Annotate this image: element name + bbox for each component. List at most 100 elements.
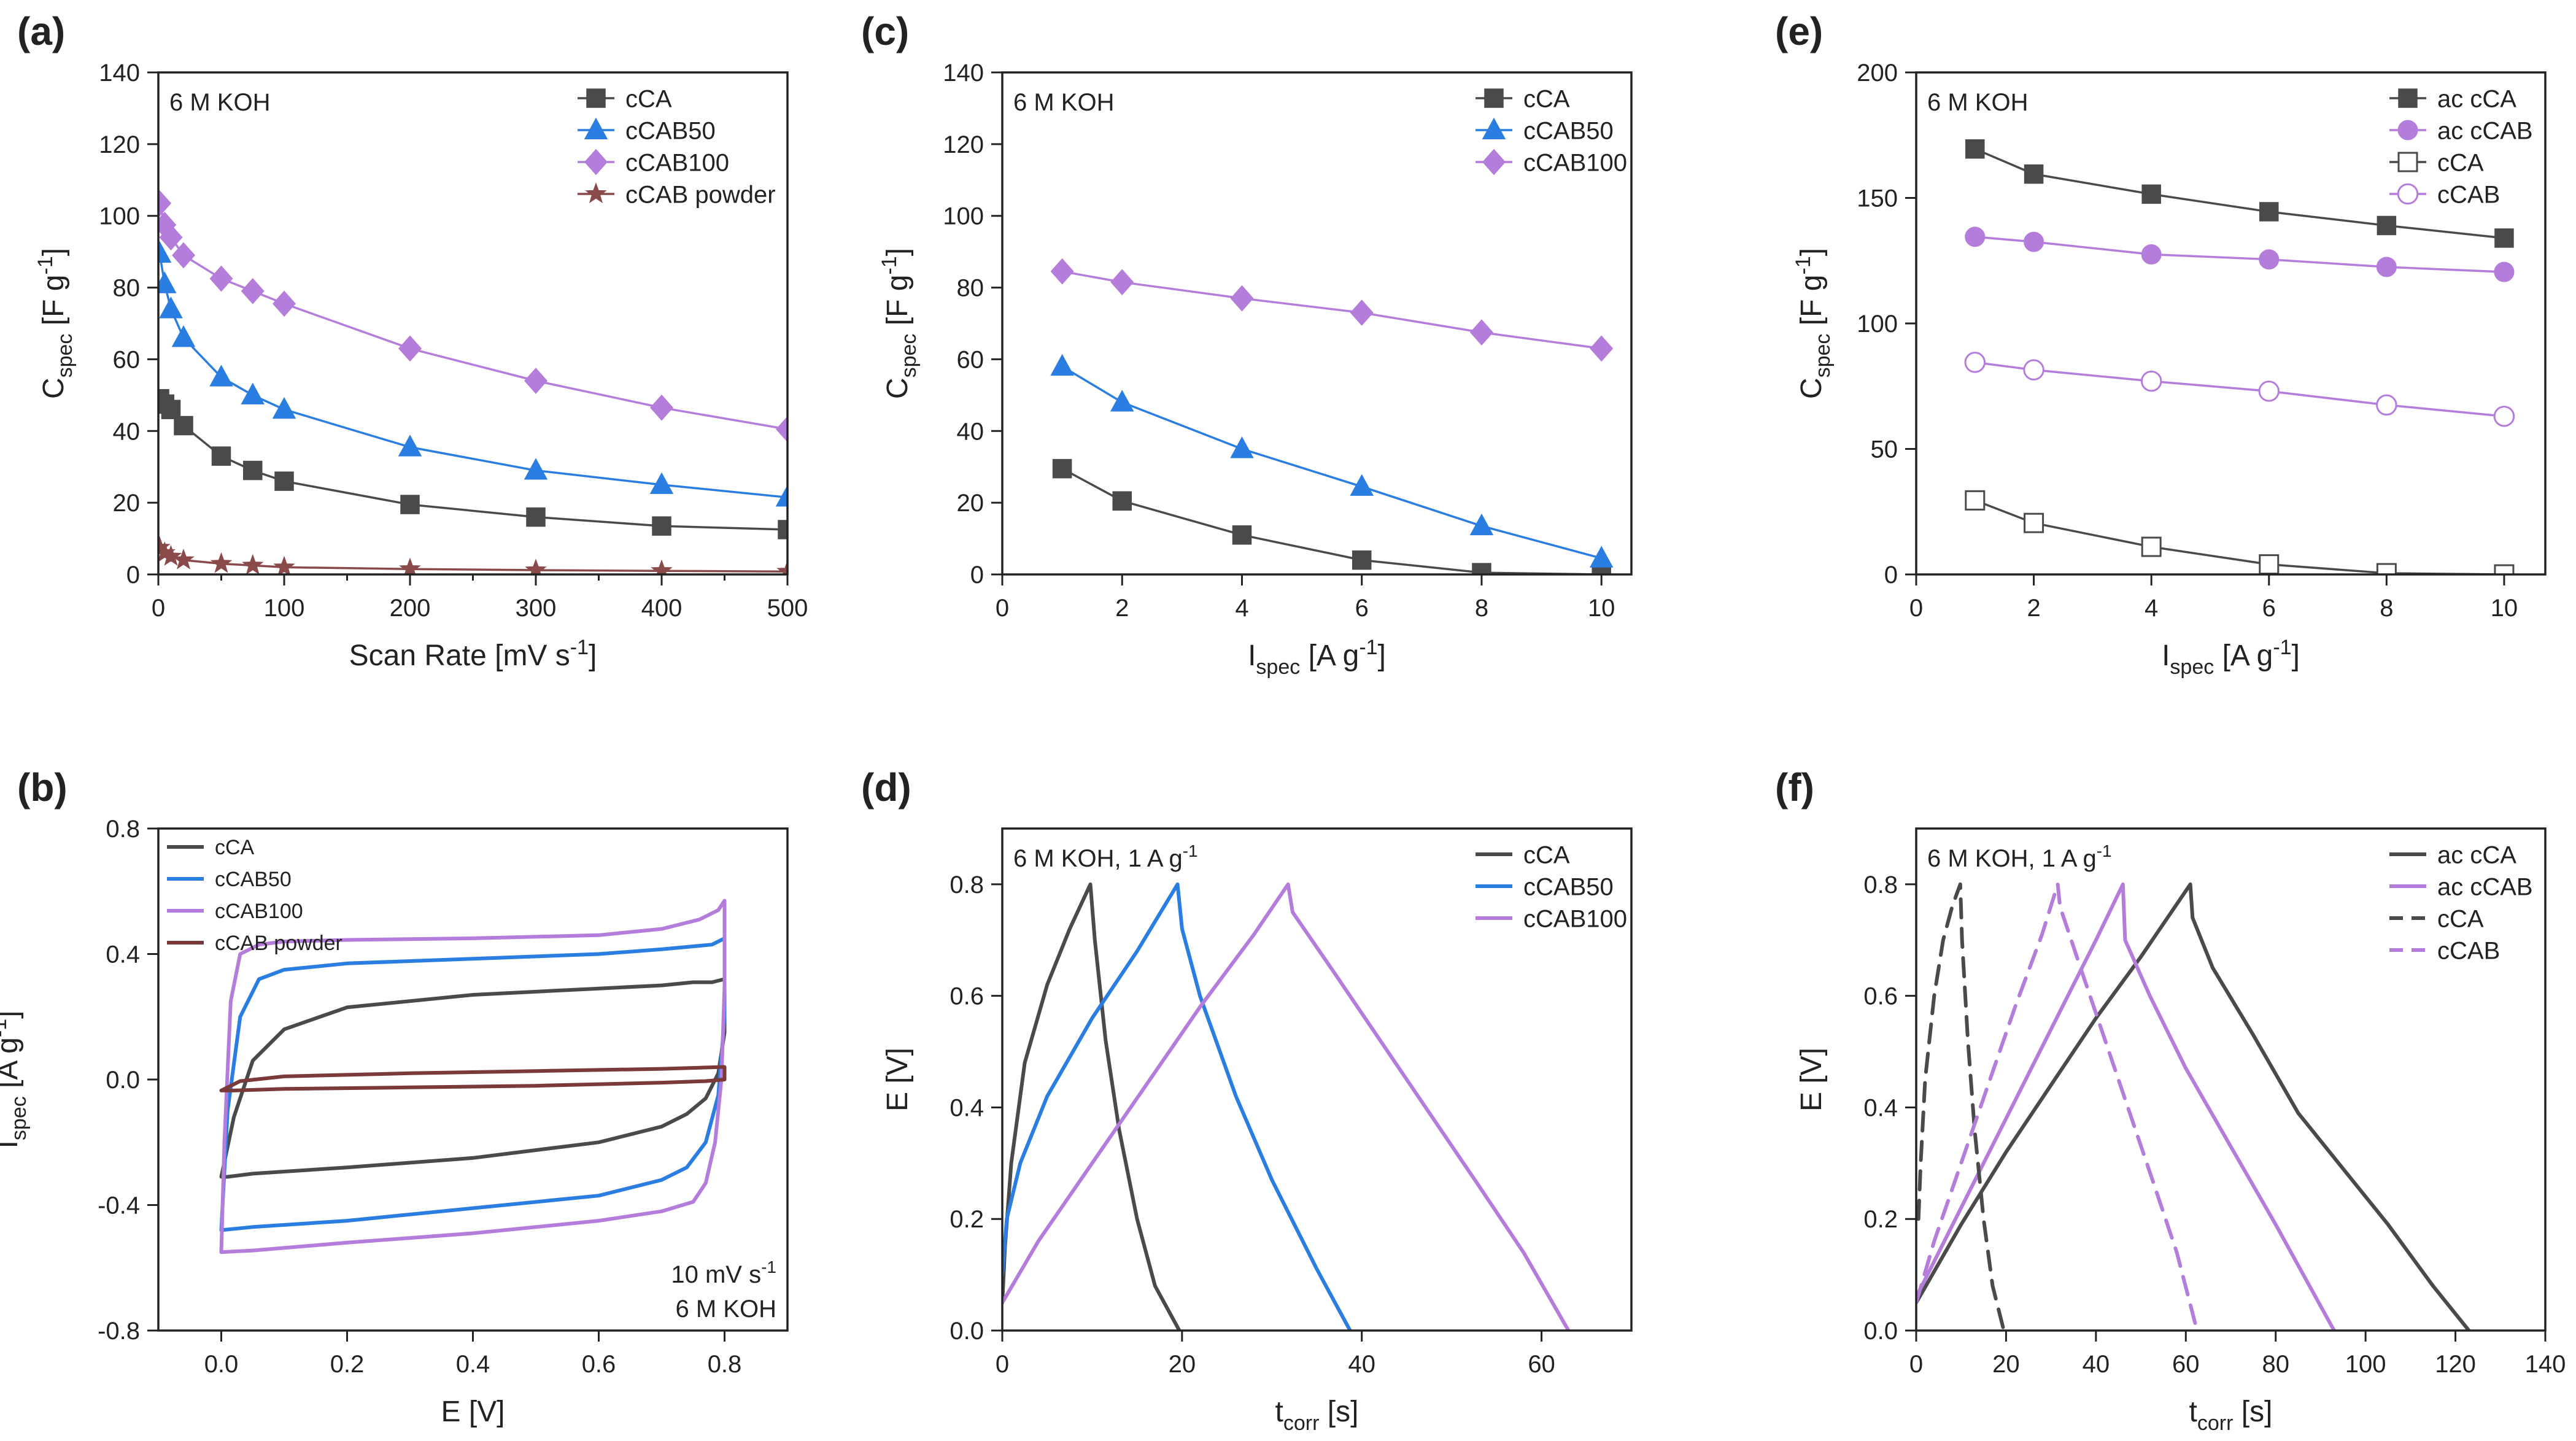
x-tick-label: 0 xyxy=(1909,595,1923,622)
y-label-main: C xyxy=(37,377,70,399)
x-axis-label: Ispec [A g-1] xyxy=(1248,636,1386,679)
y-tick-label: 0 xyxy=(970,562,984,589)
y-label-main: E [V] xyxy=(881,1048,914,1111)
y-tick-label: 120 xyxy=(99,131,140,158)
x-label-tail: [A g xyxy=(2214,639,2273,672)
legend-marker xyxy=(1482,117,1506,139)
legend-label: cCAB50 xyxy=(1523,117,1614,144)
data-point xyxy=(2376,257,2397,277)
data-point xyxy=(400,495,420,514)
data-point xyxy=(652,516,671,536)
y-label-sup: -1 xyxy=(1792,256,1815,274)
x-axis-label: E [V] xyxy=(441,1396,505,1428)
panel-label: (a) xyxy=(17,9,65,53)
axes-frame xyxy=(1915,71,2547,576)
x-tick-label: 300 xyxy=(516,595,557,622)
data-point xyxy=(2377,215,2397,236)
legend-label: cCAB100 xyxy=(625,149,729,176)
x-tick-label: 0.4 xyxy=(456,1351,490,1378)
x-tick-label: 0.8 xyxy=(708,1351,742,1378)
series-line-ac-ccab xyxy=(1916,882,2336,1331)
panel-label: (b) xyxy=(17,765,68,809)
y-tick-label: -0.4 xyxy=(98,1192,140,1219)
data-point xyxy=(1965,490,1986,511)
y-tick-label: 20 xyxy=(113,490,141,517)
data-point xyxy=(160,545,182,566)
data-point xyxy=(171,242,196,269)
data-point xyxy=(398,335,422,362)
x-tick-label: 0 xyxy=(996,1351,1009,1378)
legend-marker xyxy=(2397,183,2419,205)
y-label-close: ] xyxy=(0,1011,24,1019)
y-label-tail: [F g xyxy=(1795,275,1828,334)
data-point xyxy=(1469,513,1494,536)
x-label-close: ] xyxy=(1378,639,1386,672)
series-line-ccab50 xyxy=(1002,882,1352,1331)
annotation-electrolyte: 6 M KOH xyxy=(676,1296,776,1323)
plot-area xyxy=(1050,258,1614,574)
data-point xyxy=(398,435,422,457)
data-point xyxy=(209,265,233,292)
y-label-close: ] xyxy=(881,248,914,256)
data-point xyxy=(274,471,294,491)
legend-label: cCAB100 xyxy=(1523,905,1627,932)
data-point xyxy=(526,507,546,527)
x-axis-label: tcorr [s] xyxy=(2189,1396,2273,1435)
data-point xyxy=(1050,353,1074,376)
annotation-electrolyte: 6 M KOH xyxy=(1013,89,1114,116)
x-tick-label: 2 xyxy=(2027,595,2040,622)
x-label-sub: spec xyxy=(2170,655,2214,679)
data-point xyxy=(1964,352,1986,373)
data-point xyxy=(209,365,233,387)
panel-f: (f) 0 20 40 60 80 100 120 140 0.0 0.2 0.4 0.6 0.8 6 M … xyxy=(1775,765,2566,1435)
x-tick-label: 100 xyxy=(264,595,305,622)
data-point xyxy=(399,557,421,574)
legend: cCA cCAB50 cCAB100 xyxy=(1476,841,1627,932)
legend-label: cCA xyxy=(2437,149,2484,176)
y-label-sup: -1 xyxy=(0,1019,11,1037)
data-point xyxy=(1472,563,1491,574)
data-point xyxy=(2024,164,2044,184)
data-point xyxy=(651,559,673,574)
y-label-sub: spec xyxy=(1811,334,1835,378)
y-tick-label: 0.8 xyxy=(1863,871,1898,898)
legend-marker xyxy=(585,182,607,204)
annotation-electrolyte: 6 M KOH xyxy=(169,89,270,116)
x-tick-label: 200 xyxy=(390,595,431,622)
series-line-ac-cca xyxy=(1974,147,2505,239)
y-tick-label: 0.4 xyxy=(1863,1094,1898,1121)
y-tick-label: 0.4 xyxy=(106,941,140,968)
data-point xyxy=(1110,269,1134,296)
data-point xyxy=(158,190,172,217)
annotation-scan-rate: 10 mV s-1 xyxy=(671,1257,776,1288)
series-line-ac-cca xyxy=(1916,882,2471,1331)
panel-label: (f) xyxy=(1775,765,1814,809)
data-point xyxy=(2024,231,2044,252)
y-label-main: C xyxy=(1795,377,1828,399)
annotation-text: 6 M KOH, 1 A g xyxy=(1013,845,1183,872)
x-tick-label: 40 xyxy=(2083,1351,2110,1378)
x-tick-label: 4 xyxy=(1235,595,1248,622)
annotation-electrolyte: 6 M KOH xyxy=(1927,89,2028,116)
panel-label: (c) xyxy=(861,9,909,53)
y-tick-label: 0.4 xyxy=(950,1094,984,1121)
data-point xyxy=(211,446,231,466)
legend-label: cCA xyxy=(625,85,672,112)
panel-b: (b) 0.0 0.2 0.4 0.6 0.8 -0.8 -0.4 0.0 0.4 0.8 10 mV… xyxy=(0,765,789,1428)
data-point xyxy=(775,485,787,507)
x-tick-label: 4 xyxy=(2145,595,2158,622)
series-line-cca xyxy=(1916,882,2006,1331)
x-tick-label: 0 xyxy=(152,595,165,622)
y-axis-label: Cspec [F g-1] xyxy=(34,248,77,399)
x-label-tail: [s] xyxy=(1319,1396,1358,1428)
x-tick-label: 20 xyxy=(1169,1351,1196,1378)
data-point xyxy=(2494,261,2515,282)
data-point xyxy=(2141,244,2162,265)
panel-a: (a) 0 100 200 300 400 500 0 20 40 60 80 100 120 140 6 M… xyxy=(17,9,808,672)
y-axis-label: Cspec [F g-1] xyxy=(878,248,921,399)
x-label-sub: corr xyxy=(2197,1412,2234,1435)
data-point xyxy=(2494,564,2515,574)
data-point xyxy=(1965,226,1986,247)
y-tick-label: 0.0 xyxy=(1863,1318,1898,1345)
y-tick-label: 50 xyxy=(1871,436,1898,463)
